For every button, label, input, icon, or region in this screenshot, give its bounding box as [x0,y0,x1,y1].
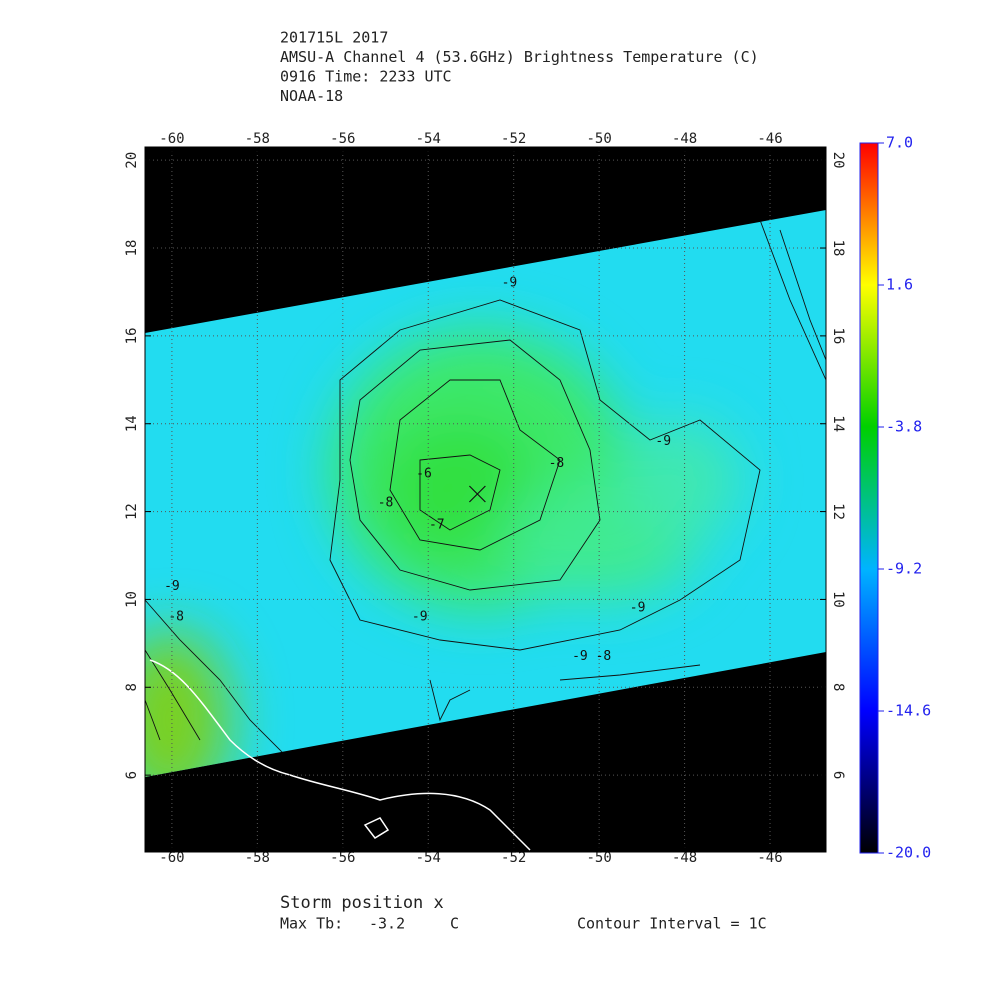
y-tick-label: 14 [124,415,140,432]
x-tick-label: -46 [757,131,782,147]
max-label: Max Tb: [280,915,343,933]
y-tick-label: 18 [830,240,846,257]
colorbar-tick-label: -20.0 [886,844,931,862]
x-tick-label: -50 [586,131,611,147]
x-tick-label: -56 [330,131,355,147]
contour-label: -8 [378,495,394,510]
y-tick-label: 18 [124,240,140,257]
x-tick-label: -58 [245,131,270,147]
coastline [149,659,531,851]
x-tick-label: -52 [501,131,526,147]
title-line: NOAA-18 [280,87,343,105]
x-tick-label: -54 [416,131,441,147]
island [363,817,390,839]
x-tick-label: -48 [672,850,697,866]
x-tick-label: -58 [245,850,270,866]
y-tick-label: 10 [830,591,846,608]
storm-marker [468,485,486,503]
plot-frame [144,146,827,853]
y-tick-label: 10 [124,591,140,608]
contour-label: -7 [429,517,445,532]
y-tick-label: 12 [830,503,846,520]
x-tick-label: -54 [416,850,441,866]
y-tick-label: 20 [124,152,140,169]
colorbar-tick-label: 1.6 [886,276,913,294]
title-line: AMSU-A Channel 4 (53.6GHz) Brightness Te… [280,48,759,66]
x-tick-label: -48 [672,131,697,147]
contour-label: -9 [164,579,180,594]
y-tick-label: 6 [124,771,140,779]
x-tick-label: -60 [159,850,184,866]
y-tick-label: 20 [830,152,846,169]
contour-label: -9 [572,649,588,664]
contour-label: -8 [549,456,565,471]
contour-label: -9 [412,610,428,625]
storm-label: Storm position x [280,893,444,913]
x-tick-label: -60 [159,131,184,147]
y-tick-label: 12 [124,503,140,520]
colorbar-tick-label: -3.8 [886,418,922,436]
contour-label: -9 [655,434,671,449]
contour-label: -9 [630,601,646,616]
y-tick-label: 6 [830,771,846,779]
max-unit: C [450,915,459,933]
contour-interval: Contour Interval = 1C [577,915,767,933]
contour-label: -9 [502,276,518,291]
colorbar-tick-label: -14.6 [886,702,931,720]
contour-label: -8 [168,610,184,625]
contour-label: -8 [596,649,612,664]
x-tick-label: -56 [330,850,355,866]
colorbar-tick-label: -9.2 [886,560,922,578]
y-tick-label: 14 [830,415,846,432]
title-line: 201715L 2017 [280,29,388,47]
title-line: 0916 Time: 2233 UTC [280,68,452,86]
y-tick-label: 16 [124,327,140,344]
y-tick-label: 16 [830,327,846,344]
max-value: -3.2 [369,915,405,933]
y-tick-label: 8 [124,683,140,691]
colorbar-tick-label: 7.0 [886,134,913,152]
colorbar [859,142,879,854]
y-tick-label: 8 [830,683,846,691]
x-tick-label: -46 [757,850,782,866]
x-tick-label: -52 [501,850,526,866]
x-tick-label: -50 [586,850,611,866]
contour-label: -6 [416,467,432,482]
